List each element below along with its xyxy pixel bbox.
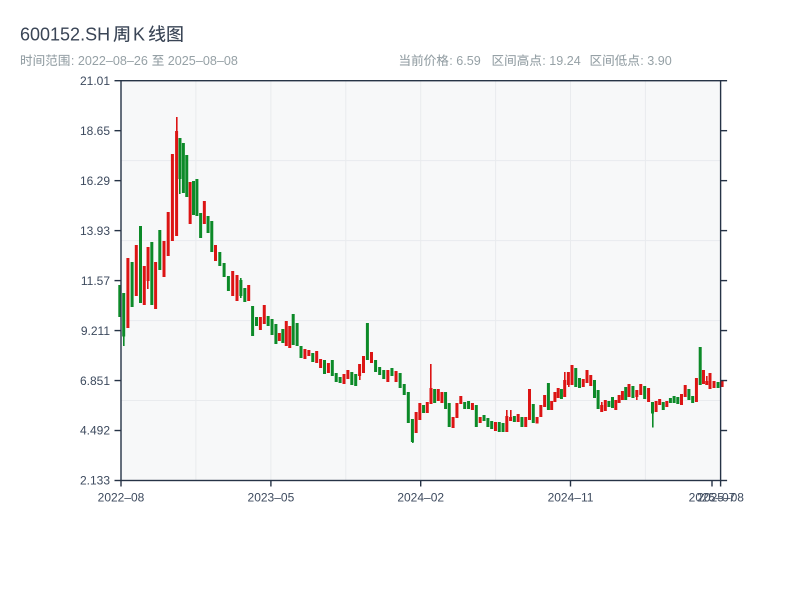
svg-text:2022–08: 2022–08 — [98, 491, 145, 505]
svg-text:600152.SH: 600152.SH — [20, 25, 110, 45]
svg-text:2023–05: 2023–05 — [248, 491, 295, 505]
svg-text:K: K — [133, 25, 145, 45]
svg-text:: 3.90: : 3.90 — [640, 54, 672, 68]
svg-text:2.133: 2.133 — [80, 474, 110, 488]
svg-text:4.492: 4.492 — [80, 424, 110, 438]
svg-text:11.57: 11.57 — [81, 274, 110, 288]
svg-text:: 2022–08–26: : 2022–08–26 — [71, 54, 148, 68]
svg-text:18.65: 18.65 — [80, 124, 110, 138]
svg-text:13.93: 13.93 — [80, 224, 110, 238]
svg-text:2024–11: 2024–11 — [548, 491, 594, 505]
svg-text:16.29: 16.29 — [80, 174, 110, 188]
svg-text:21.01: 21.01 — [80, 74, 110, 88]
svg-text:: 19.24: : 19.24 — [542, 54, 581, 68]
svg-text:: 6.59: : 6.59 — [449, 54, 481, 68]
svg-text:6.851: 6.851 — [80, 374, 110, 388]
svg-text:2024–02: 2024–02 — [397, 491, 444, 505]
svg-text:2025–08–08: 2025–08–08 — [168, 54, 238, 68]
svg-text:2025–08: 2025–08 — [697, 491, 744, 505]
svg-text:9.211: 9.211 — [81, 324, 110, 338]
svg-text:2025–07: 2025–07 — [689, 491, 736, 505]
